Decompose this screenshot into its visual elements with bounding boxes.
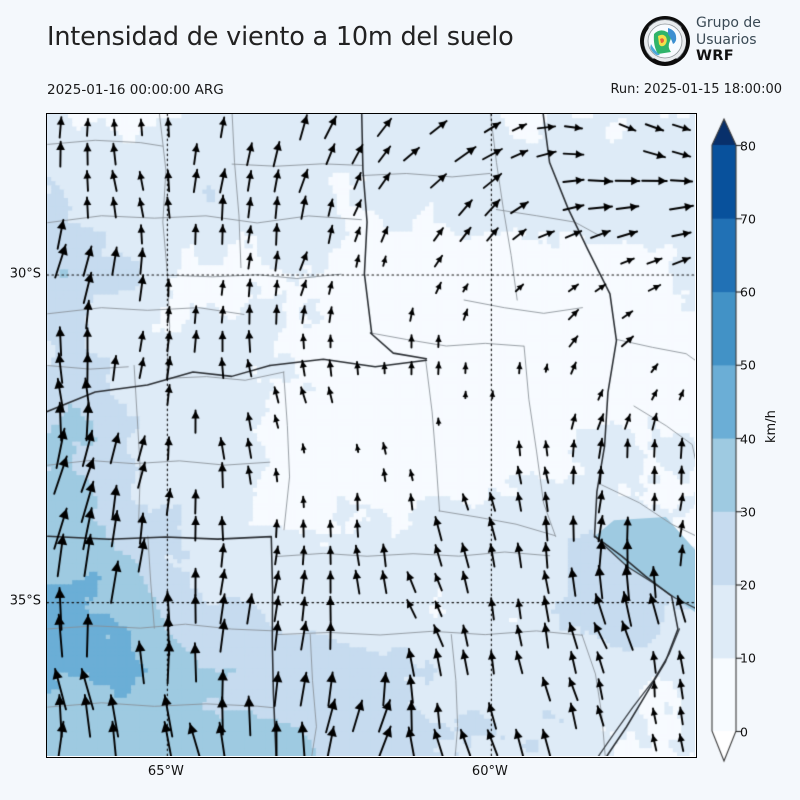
colorbar-tick-label: 60 — [740, 284, 756, 300]
colorbar-tick-label: 10 — [740, 650, 756, 666]
colorbar-unit-label: km/h — [764, 410, 779, 443]
logo-line-2: Usuarios — [696, 31, 757, 48]
colorbar-tick-label: 50 — [740, 357, 756, 373]
x-axis-tick-label: 60°W — [471, 764, 508, 779]
y-axis-tick-label: 30°S — [9, 266, 41, 281]
colorbar-gradient — [706, 113, 798, 773]
colorbar-tick-label: 20 — [740, 577, 756, 593]
map-field-canvas — [47, 114, 695, 756]
colorbar-tick-label: 30 — [740, 504, 756, 520]
colorbar: km/h 0 10 20 30 40 50 60 70 80 — [706, 113, 798, 773]
colorbar-tick-label: 70 — [740, 211, 756, 227]
valid-time-label: 2025-01-16 00:00:00 ARG — [47, 82, 224, 98]
colorbar-tick-label: 80 — [740, 138, 756, 153]
colorbar-tick-label: 40 — [740, 431, 756, 446]
y-axis-tick-label: 35°S — [9, 593, 41, 609]
logo-text: Grupo de Usuarios WRF — [696, 15, 761, 65]
wind-speed-map[interactable] — [46, 113, 697, 758]
page-title: Intensidad de viento a 10m del suelo — [47, 22, 514, 52]
logo: Grupo de Usuarios WRF — [638, 14, 798, 72]
run-time-label: Run: 2025-01-15 18:00:00 — [610, 82, 782, 97]
logo-line-3: WRF — [696, 48, 734, 64]
colorbar-tick-label: 0 — [740, 724, 748, 739]
logo-line-1: Grupo de — [696, 15, 761, 31]
chart-header: Intensidad de viento a 10m del suelo 202… — [0, 0, 800, 110]
globe-emblem-icon — [638, 14, 692, 68]
x-axis-tick-label: 65°W — [147, 764, 184, 779]
